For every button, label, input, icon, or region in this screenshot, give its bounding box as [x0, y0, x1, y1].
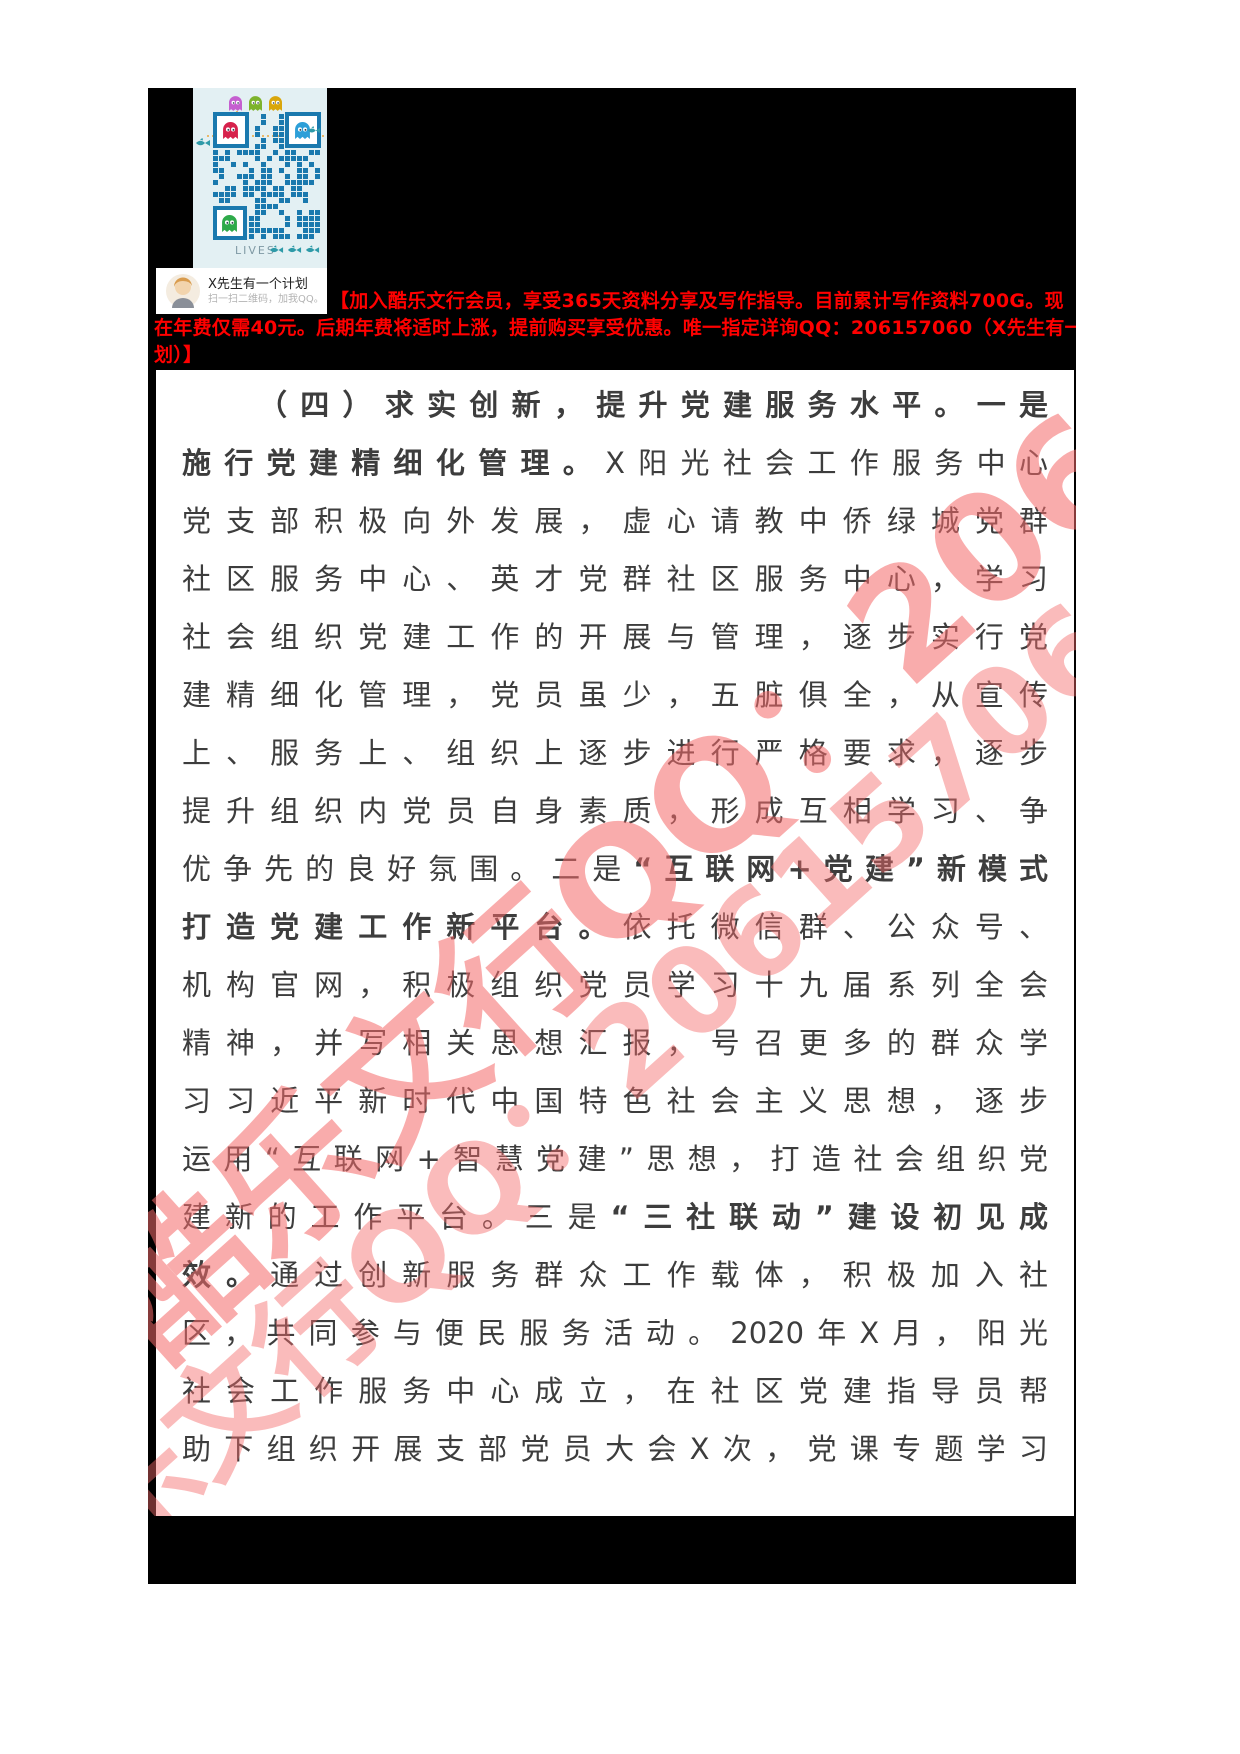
- ghost-icon-green: [249, 96, 262, 111]
- document-text-bold: 打造党建工作新平台。: [182, 910, 623, 944]
- ghost-icon-red: [223, 122, 238, 139]
- document-page: （四）求实创新，提升党建服务水平。一是施行党建精细化管理。X阳光社会工作服务中心…: [156, 370, 1074, 1516]
- document-text: 习习近平新时代中国特色社会主义思想，逐步: [182, 1084, 1048, 1118]
- ghost-icon-green-finder: [222, 215, 237, 232]
- document-text: X阳光社会工作服务中心: [605, 446, 1048, 480]
- account-desc: 扫一扫二维码，加我QQ。: [208, 293, 324, 305]
- document-line: 习习近平新时代中国特色社会主义思想，逐步: [182, 1072, 1048, 1130]
- document-line: 上、服务上、组织上逐步进行严格要求，逐步: [182, 724, 1048, 782]
- document-text: 区，共同参与便民服务活动。2020年X月，阳光: [182, 1316, 1048, 1350]
- document-text: 精神，并写相关思想汇报，号召更多的群众学: [182, 1026, 1048, 1060]
- qr-code-image: LIVES: [193, 88, 327, 268]
- document-line: 机构官网，积极组织党员学习十九届系列全会: [182, 956, 1048, 1014]
- document-text: 机构官网，积极组织党员学习十九届系列全会: [182, 968, 1048, 1002]
- promo-line: 【加入酷乐文行会员，享受365天资料分享及写作指导。目前累计写作资料700G。现: [330, 290, 1064, 312]
- promo-banner: 【加入酷乐文行会员，享受365天资料分享及写作指导。目前累计写作资料700G。现…: [154, 288, 1076, 369]
- black-frame: LIVES X先生有一个计划 扫一扫二维码，加我QQ。 【加入酷乐文行会员，享受…: [148, 88, 1076, 1584]
- document-text: 通过创新服务群众工作载体，积极加入社: [270, 1258, 1048, 1292]
- document-line: 助下组织开展支部党员大会X次，党课专题学习: [182, 1420, 1048, 1478]
- account-name: X先生有一个计划: [208, 276, 308, 292]
- qr-modules: [213, 114, 320, 239]
- document-text-bold: （四）求实创新，提升党建服务水平。一是: [258, 388, 1048, 422]
- document-text: 社区服务中心、英才党群社区服务中心，学习: [182, 562, 1048, 596]
- promo-line: 划）】: [154, 344, 203, 366]
- document-body: （四）求实创新，提升党建服务水平。一是施行党建精细化管理。X阳光社会工作服务中心…: [156, 370, 1074, 1478]
- avatar: [166, 274, 200, 308]
- document-line: 效。通过创新服务群众工作载体，积极加入社: [182, 1246, 1048, 1304]
- document-text: 党支部积极向外发展，虚心请教中侨绿城党群: [182, 504, 1048, 538]
- document-line: 社区服务中心、英才党群社区服务中心，学习: [182, 550, 1048, 608]
- lives-label: LIVES: [235, 244, 276, 257]
- document-line: 建精细化管理，党员虽少，五脏俱全，从宣传: [182, 666, 1048, 724]
- document-line: （四）求实创新，提升党建服务水平。一是: [182, 376, 1048, 434]
- qr-finder-bottom-left: [213, 206, 247, 240]
- document-text: 社会工作服务中心成立，在社区党建指导员帮: [182, 1374, 1048, 1408]
- document-text: 社会组织党建工作的开展与管理，逐步实行党: [182, 620, 1048, 654]
- ghost-icon-yellow: [269, 96, 282, 111]
- promo-line: 在年费仅需40元。后期年费将适时上涨，提前购买享受优惠。唯一指定详询QQ：206…: [154, 317, 1076, 339]
- document-text-bold: “互联网+党建”新模式: [633, 852, 1048, 886]
- document-line: 区，共同参与便民服务活动。2020年X月，阳光: [182, 1304, 1048, 1362]
- document-text: 提升组织内党员自身素质，形成互相学习、争: [182, 794, 1048, 828]
- document-line: 建新的工作平台。三是“三社联动”建设初见成: [182, 1188, 1048, 1246]
- document-text-bold: 施行党建精细化管理。: [182, 446, 606, 480]
- document-text: 优争先的良好氛围。二是: [182, 852, 634, 886]
- qr-finder-top-left: [213, 112, 249, 148]
- qr-card-text: X先生有一个计划 扫一扫二维码，加我QQ。: [208, 276, 324, 307]
- document-text: 依托微信群、公众号、: [622, 910, 1048, 944]
- document-line: 提升组织内党员自身素质，形成互相学习、争: [182, 782, 1048, 840]
- document-line: 施行党建精细化管理。X阳光社会工作服务中心: [182, 434, 1048, 492]
- document-line: 社会组织党建工作的开展与管理，逐步实行党: [182, 608, 1048, 666]
- ghost-icon-purple: [229, 96, 242, 111]
- document-line: 精神，并写相关思想汇报，号召更多的群众学: [182, 1014, 1048, 1072]
- qr-card-footer: X先生有一个计划 扫一扫二维码，加我QQ。: [156, 268, 327, 314]
- ghost-icon-blue: [295, 122, 310, 139]
- document-line: 党支部积极向外发展，虚心请教中侨绿城党群: [182, 492, 1048, 550]
- document-text-bold: 效。: [182, 1258, 271, 1292]
- document-line: 社会工作服务中心成立，在社区党建指导员帮: [182, 1362, 1048, 1420]
- document-text: 建新的工作平台。三是: [182, 1200, 611, 1234]
- document-text: 上、服务上、组织上逐步进行严格要求，逐步: [182, 736, 1048, 770]
- document-text: 运用“互联网+智慧党建”思想，打造社会组织党: [182, 1142, 1048, 1176]
- document-line: 运用“互联网+智慧党建”思想，打造社会组织党: [182, 1130, 1048, 1188]
- document-line: 优争先的良好氛围。二是“互联网+党建”新模式: [182, 840, 1048, 898]
- document-text: 助下组织开展支部党员大会X次，党课专题学习: [182, 1432, 1048, 1466]
- document-text: 建精细化管理，党员虽少，五脏俱全，从宣传: [182, 678, 1048, 712]
- document-text-bold: “三社联动”建设初见成: [610, 1200, 1048, 1234]
- document-line: 打造党建工作新平台。依托微信群、公众号、: [182, 898, 1048, 956]
